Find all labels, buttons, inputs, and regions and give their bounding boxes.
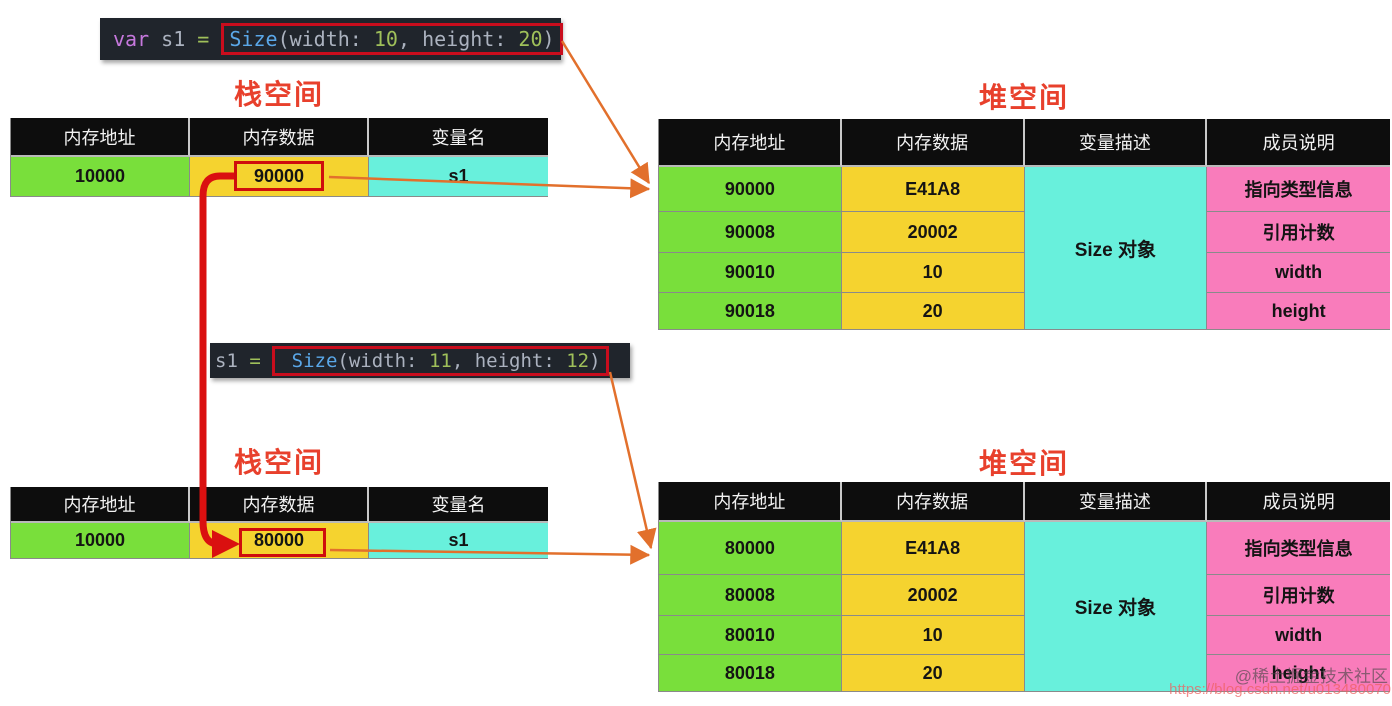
heap2-row1-data: 20002 [841,575,1025,616]
heap-table-2: 内存地址 内存数据 变量描述 成员说明 80000 E41A8 Size 对象 … [658,482,1390,692]
column-header-varname: 变量名 [369,487,548,523]
stack1-address-cell: 10000 [11,157,190,197]
stack-space-title-2: 栈空间 [233,447,324,478]
heap1-object-label: Size 对象 [1024,167,1208,330]
stack2-varname-cell: s1 [369,523,548,559]
code2-variable: s1 [215,349,250,372]
stack-table-2: 内存地址 内存数据 变量名 10000 80000 s1 [10,487,548,559]
code2-height-value: 12 [566,349,590,372]
column-header-address: 内存地址 [659,482,842,522]
stack1-data-cell: 90000 [190,157,369,197]
code2-close-paren: ) [589,349,601,372]
heap2-row2-member: width [1207,616,1390,655]
code1-close-paren: ) [542,27,555,51]
arrow-code1-to-heap1 [560,40,651,185]
heap-space-title-1: 堆空间 [978,82,1069,113]
heap1-row1-member: 引用计数 [1207,212,1390,253]
code1-variable: s1 [149,27,198,51]
heap1-row3-address: 90018 [659,293,842,330]
heap2-row0-member: 指向类型信息 [1207,522,1390,575]
code1-args-text: (width: [277,27,374,51]
heap1-row1-address: 90008 [659,212,842,253]
code-snippet-2: s1 = Size(width: 11, height: 12) [210,343,630,378]
code2-highlight-box: Size(width: 11, height: 12) [272,345,609,376]
code1-type-name: Size [229,27,278,51]
heap2-row0-data: E41A8 [841,522,1025,575]
heap-space-title-2: 堆空间 [978,448,1069,479]
heap1-row2-data: 10 [841,253,1025,293]
heap1-row2-member: width [1207,253,1390,293]
heap2-row2-data: 10 [841,616,1025,655]
heap1-row3-data: 20 [841,293,1025,330]
heap1-row3-member: height [1207,293,1390,330]
code2-args-text: , height: [451,349,567,372]
heap2-row0-address: 80000 [659,522,842,575]
heap2-row2-address: 80010 [659,616,842,655]
heap1-row0-data: E41A8 [841,167,1025,212]
heap2-row3-member: height [1207,655,1390,692]
code1-var-keyword: var [113,27,150,51]
heap1-row2-address: 90010 [659,253,842,293]
code2-width-value: 11 [428,349,452,372]
column-header-member: 成员说明 [1207,482,1390,522]
heap2-object-label: Size 对象 [1024,522,1208,692]
code2-type-name: Size [280,349,338,372]
code2-equals: = [249,349,273,372]
stack2-data-cell: 80000 [190,523,369,559]
code1-args-text: , height: [397,27,519,51]
stack-space-title-1: 栈空间 [233,79,324,110]
code1-height-value: 20 [518,27,543,51]
arrow-code2-to-heap2 [608,371,657,550]
heap2-row1-member: 引用计数 [1207,575,1390,616]
code1-highlight-box: Size(width: 10, height: 20) [221,23,563,55]
stack2-address-cell: 10000 [11,523,190,559]
column-header-description: 变量描述 [1024,482,1208,522]
column-header-data: 内存数据 [190,118,369,157]
column-header-member: 成员说明 [1207,119,1390,167]
column-header-address: 内存地址 [659,119,842,167]
heap1-row1-data: 20002 [841,212,1025,253]
heap2-row3-data: 20 [841,655,1025,692]
column-header-data: 内存数据 [190,487,369,523]
heap1-row0-address: 90000 [659,167,842,212]
heap1-row0-member: 指向类型信息 [1207,167,1390,212]
column-header-varname: 变量名 [369,118,548,157]
heap2-row3-address: 80018 [659,655,842,692]
heap2-row1-address: 80008 [659,575,842,616]
column-header-address: 内存地址 [11,118,190,157]
column-header-address: 内存地址 [11,487,190,523]
stack-table-1: 内存地址 内存数据 变量名 10000 90000 s1 [10,118,548,197]
column-header-data: 内存数据 [841,119,1025,167]
heap-table-1: 内存地址 内存数据 变量描述 成员说明 90000 E41A8 Size 对象 … [658,119,1390,330]
code-snippet-1: var s1 = Size(width: 10, height: 20) [100,18,563,60]
code1-width-value: 10 [373,27,398,51]
code2-args-text: (width: [337,349,429,372]
column-header-data: 内存数据 [841,482,1025,522]
stack1-varname-cell: s1 [369,157,548,197]
column-header-description: 变量描述 [1024,119,1208,167]
code1-equals: = [197,27,222,51]
